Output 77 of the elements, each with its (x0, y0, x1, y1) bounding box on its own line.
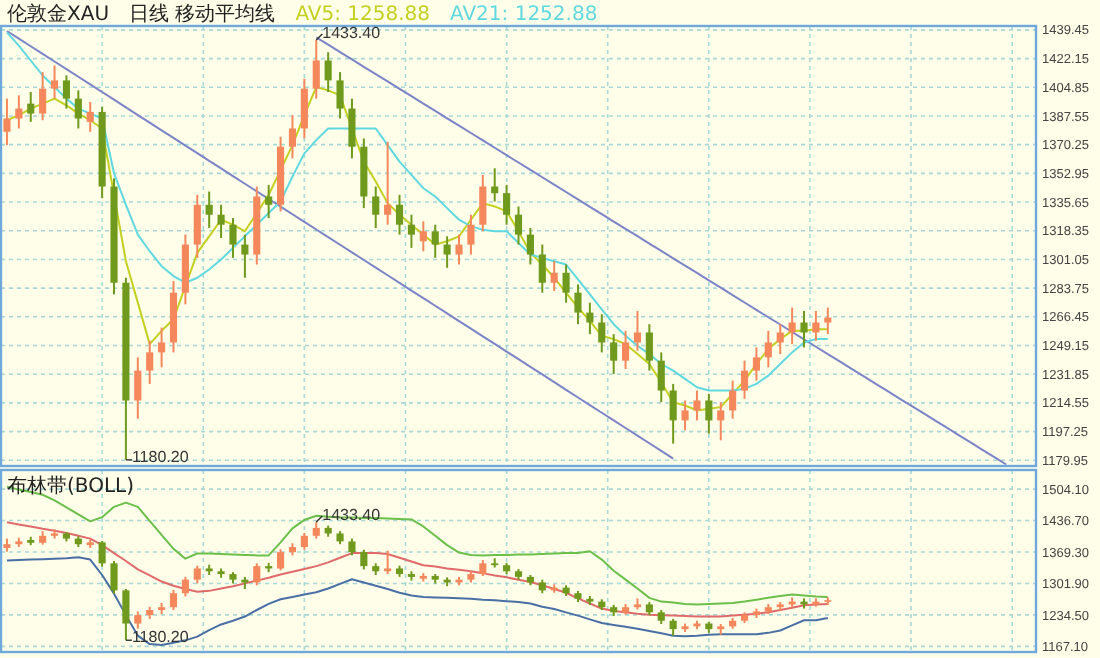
candlestick (122, 588, 130, 642)
candlestick (181, 575, 189, 598)
candlestick (752, 346, 760, 382)
candlestick (598, 313, 606, 354)
candlestick (705, 392, 713, 435)
text: AV5: 1258.88 (295, 4, 431, 26)
annotation: 1433.40 (322, 23, 382, 42)
candlestick (372, 185, 380, 230)
candlestick (50, 64, 59, 100)
candlestick (824, 306, 832, 336)
candlestick (98, 539, 106, 568)
candlestick (348, 97, 356, 160)
candlestick (419, 220, 427, 253)
candlestick (384, 140, 392, 226)
candlestick (645, 323, 653, 372)
line-series (5, 556, 829, 646)
candlestick (431, 223, 439, 259)
candlestick (610, 333, 618, 375)
candlestick (312, 38, 320, 100)
candlestick (633, 309, 642, 352)
candlestick (288, 114, 297, 160)
candlestick (169, 588, 178, 611)
candlestick (229, 217, 237, 259)
candlestick (62, 74, 70, 110)
candlestick (776, 323, 784, 356)
candlestick (324, 51, 332, 94)
candlestick (158, 326, 166, 369)
candlestick (693, 389, 701, 422)
candlestick (503, 183, 511, 226)
candlestick (717, 401, 725, 442)
candlestick (217, 203, 225, 239)
candlestick (265, 183, 273, 220)
candlestick (395, 193, 404, 236)
candlestick (443, 235, 451, 269)
candlestick (800, 309, 808, 349)
line-series (5, 29, 675, 460)
candlestick (681, 399, 689, 432)
candlestick (205, 190, 213, 230)
text: AV21: 1252.88 (450, 4, 598, 26)
annotation: 1180.20 (131, 447, 190, 466)
candlestick (3, 97, 11, 147)
candlestick (526, 227, 534, 266)
candlestick (455, 233, 463, 266)
line-series (5, 521, 829, 618)
candlestick (336, 71, 344, 120)
candlestick (384, 549, 392, 576)
candlestick (74, 89, 82, 130)
candlestick (134, 356, 142, 420)
candlestick (574, 283, 582, 326)
candlestick (669, 382, 677, 445)
candlestick (479, 173, 487, 233)
candlestick (729, 379, 737, 420)
candlestick (146, 339, 154, 385)
candlestick (622, 329, 630, 370)
chart-title: 伦敦金XAU (7, 2, 110, 26)
candlestick (253, 562, 261, 587)
candlestick (110, 560, 118, 595)
candlestick (39, 71, 47, 122)
candlestick (562, 263, 570, 304)
candlestick (360, 548, 368, 571)
candlestick (538, 243, 546, 294)
candlestick (550, 260, 558, 293)
candlestick (514, 205, 523, 246)
chart-subtitle: 日线 移动平均线 (129, 2, 276, 26)
candlestick (193, 193, 201, 259)
candlestick (467, 213, 475, 256)
candlestick (15, 94, 23, 130)
candlestick (407, 213, 415, 249)
candlestick (586, 301, 594, 336)
candlestick (740, 359, 749, 400)
candlestick (241, 233, 249, 279)
candlestick (27, 91, 35, 123)
candlestick (277, 548, 285, 572)
candlestick (86, 100, 94, 133)
candlestick (300, 77, 308, 140)
candlestick (764, 329, 772, 369)
candlestick (657, 351, 665, 404)
